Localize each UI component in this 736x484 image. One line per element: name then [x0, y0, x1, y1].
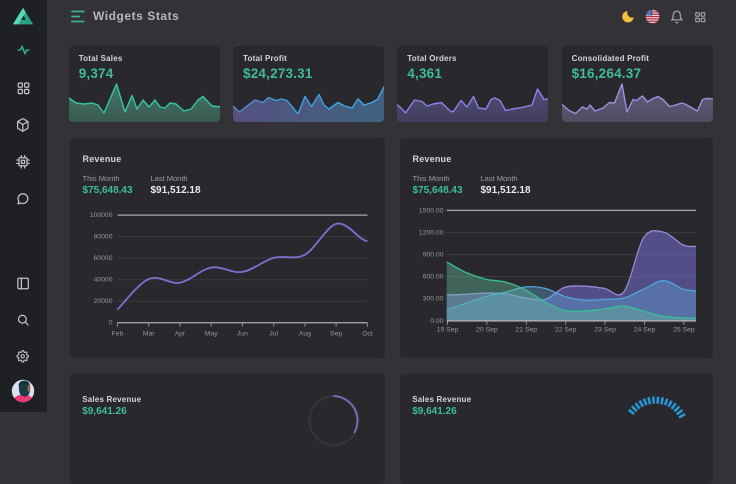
- svg-text:40000: 40000: [94, 277, 113, 284]
- svg-text:21 Sep: 21 Sep: [516, 327, 538, 334]
- svg-text:Sep: Sep: [330, 331, 342, 338]
- svg-text:900.00: 900.00: [423, 252, 444, 259]
- svg-text:Jun: Jun: [237, 331, 248, 338]
- svg-text:Jul: Jul: [269, 331, 278, 338]
- svg-text:1200.00: 1200.00: [419, 230, 444, 237]
- svg-text:23 Sep: 23 Sep: [594, 327, 616, 334]
- svg-text:1500.00: 1500.00: [419, 207, 444, 214]
- svg-text:Aug: Aug: [299, 331, 311, 338]
- svg-text:22 Sep: 22 Sep: [555, 327, 577, 334]
- svg-text:100000: 100000: [90, 212, 113, 219]
- svg-text:0: 0: [109, 320, 113, 327]
- svg-text:May: May: [205, 331, 218, 338]
- svg-text:Oct: Oct: [362, 331, 373, 338]
- svg-text:19 Sep: 19 Sep: [437, 327, 459, 334]
- svg-text:Feb: Feb: [112, 331, 124, 338]
- svg-text:24 Sep: 24 Sep: [634, 327, 656, 334]
- svg-text:60000: 60000: [94, 255, 113, 262]
- svg-text:20 Sep: 20 Sep: [476, 327, 498, 334]
- svg-text:20000: 20000: [94, 298, 113, 305]
- svg-text:Mar: Mar: [143, 331, 155, 338]
- svg-text:25 Sep: 25 Sep: [673, 327, 695, 334]
- svg-text:300.00: 300.00: [423, 296, 444, 303]
- svg-text:Apr: Apr: [175, 331, 186, 338]
- svg-text:0.00: 0.00: [430, 318, 443, 325]
- svg-text:600.00: 600.00: [423, 274, 444, 281]
- svg-text:80000: 80000: [94, 234, 113, 241]
